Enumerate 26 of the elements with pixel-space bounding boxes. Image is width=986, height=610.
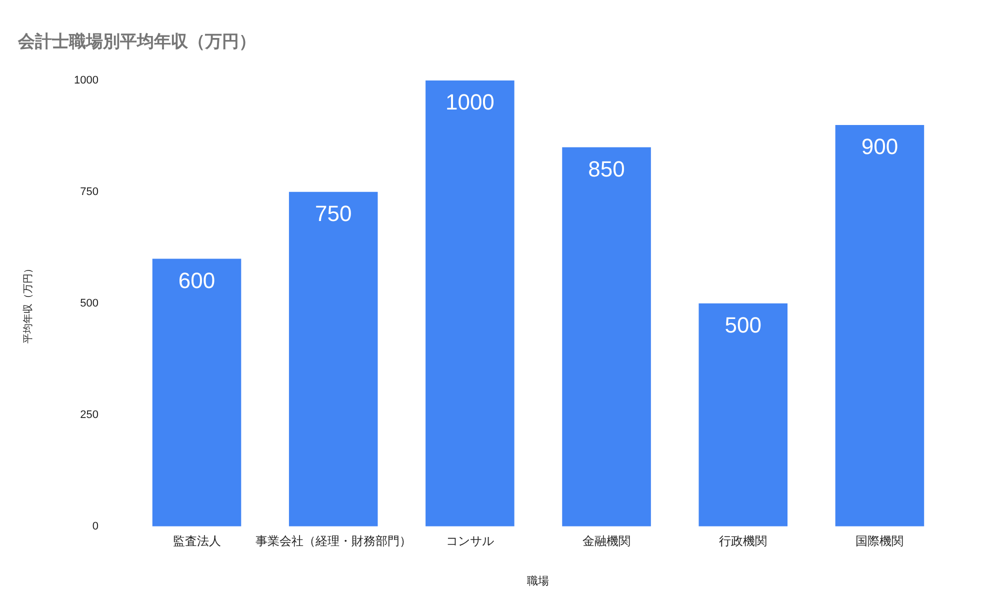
x-tick-label: 行政機関 [719, 534, 768, 548]
bar [562, 147, 651, 526]
bar [835, 125, 924, 526]
data-label: 850 [588, 156, 625, 182]
y-tick-label: 250 [80, 408, 98, 421]
bar [698, 303, 788, 526]
x-axis-title: 職場 [527, 574, 550, 588]
data-label: 500 [724, 312, 762, 338]
x-tick-label: 金融機関 [582, 534, 631, 548]
data-label: 750 [314, 200, 352, 226]
y-tick-label: 750 [80, 186, 98, 198]
x-tick-label: 国際機関 [856, 534, 904, 548]
bar [152, 258, 242, 526]
y-tick-label: 1000 [74, 74, 98, 86]
x-tick-label: コンサル [446, 534, 494, 548]
y-tick-label: 500 [80, 297, 98, 310]
y-axis-title: 平均年収（万円） [22, 263, 34, 344]
y-tick-label: 0 [92, 520, 98, 532]
chart-title: 会計士職場別平均年収（万円） [17, 32, 256, 51]
bar [426, 80, 514, 526]
x-tick-label: 事業会社（経理・財務部門） [255, 534, 412, 548]
data-label: 1000 [445, 89, 494, 114]
data-label: 900 [861, 134, 898, 160]
data-label: 600 [178, 268, 216, 293]
x-tick-label: 監査法人 [172, 534, 221, 548]
bar [288, 192, 378, 526]
